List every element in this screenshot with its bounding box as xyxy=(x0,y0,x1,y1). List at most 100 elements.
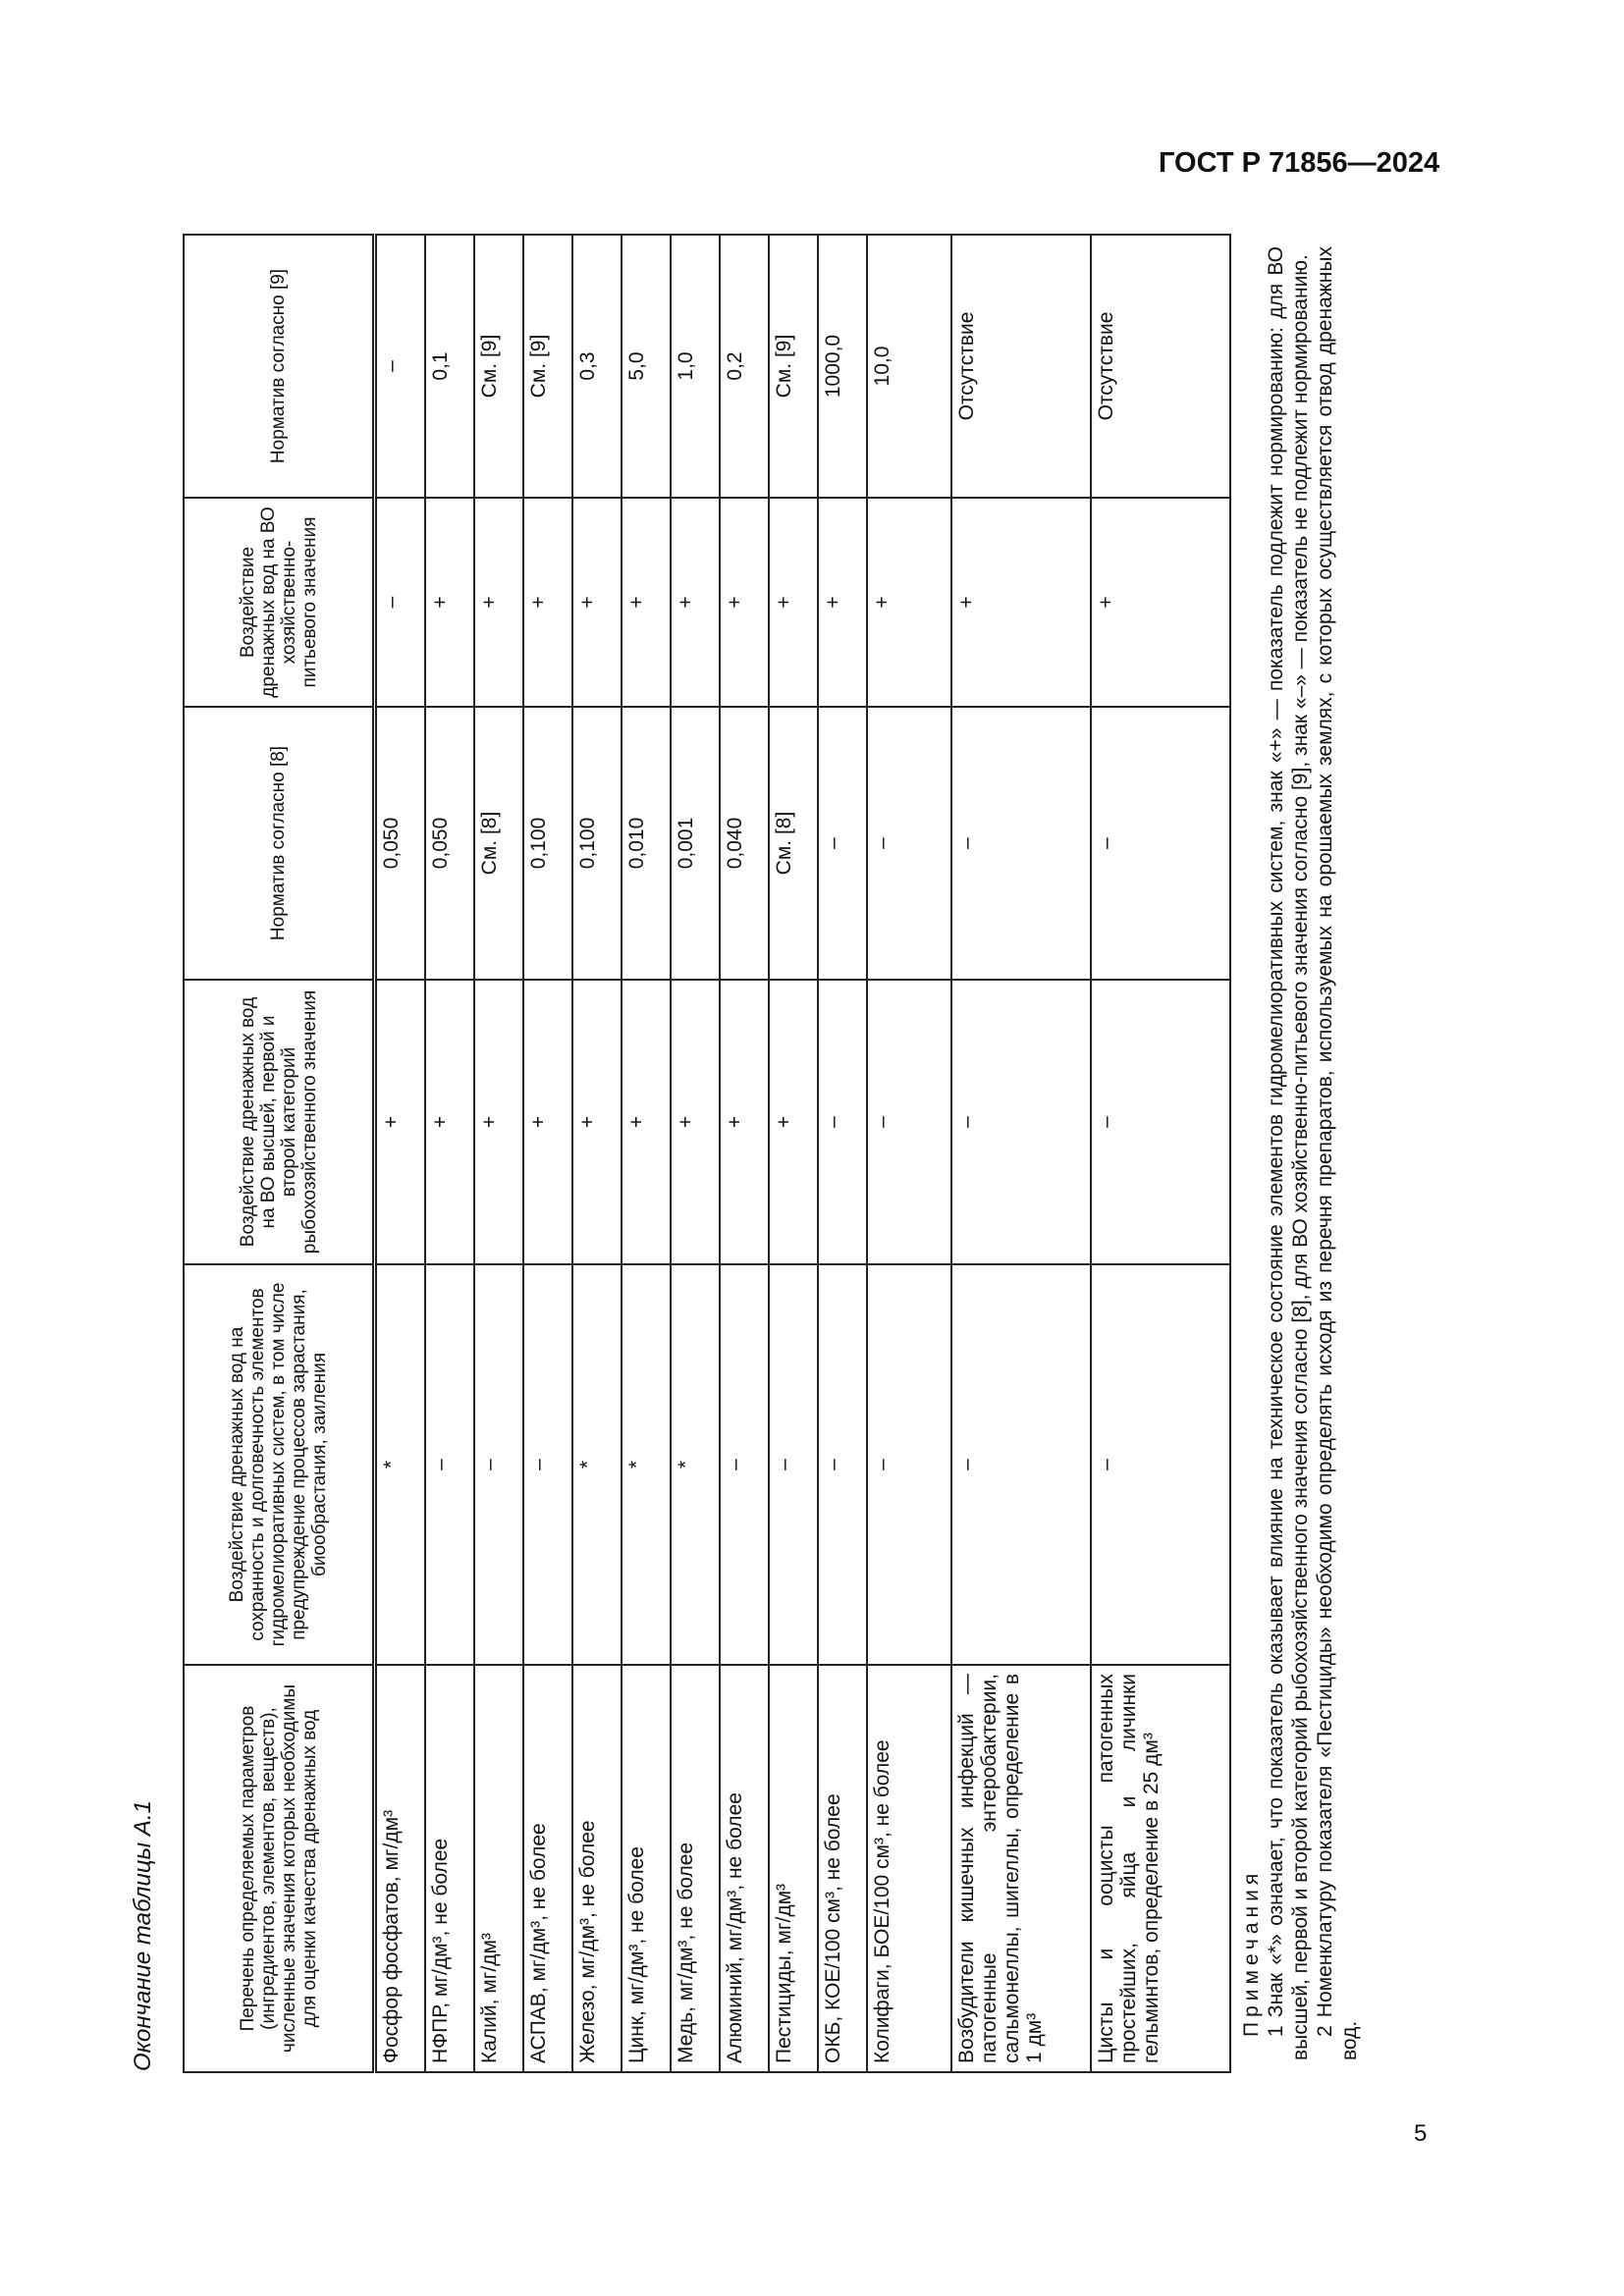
value-cell: См. [9] xyxy=(769,235,818,498)
value-cell: 0,1 xyxy=(425,235,474,498)
value-cell: 0,3 xyxy=(572,235,622,498)
table-row: Пестициды, мг/дм³ – + См. [8] + См. [9] xyxy=(769,235,818,2072)
value-cell: – xyxy=(1091,980,1230,1264)
value-cell: + xyxy=(474,980,523,1264)
value-cell: + xyxy=(818,498,867,707)
value-cell: – xyxy=(523,1264,572,1665)
parameter-name-cell: ОКБ, КОЕ/100 см³, не более xyxy=(818,1665,867,2072)
value-cell: + xyxy=(425,498,474,707)
value-cell: + xyxy=(622,498,671,707)
value-cell: 0,010 xyxy=(622,707,671,980)
value-cell: + xyxy=(951,498,1091,707)
rotated-table-block: Окончание таблицы А.1 Перечень определяе… xyxy=(116,234,1402,2073)
value-cell: Отсутствие xyxy=(951,235,1091,498)
value-cell: См. [9] xyxy=(523,235,572,498)
notes-heading: Примечания xyxy=(1240,1868,1263,2037)
value-cell: + xyxy=(1091,498,1230,707)
table-row: НФПР, мг/дм³, не более – +0,050 +0,1 xyxy=(425,235,474,2072)
parameter-name-cell: Цисты и ооцисты патогенных простейших, я… xyxy=(1091,1665,1230,2072)
value-cell: + xyxy=(572,498,622,707)
value-cell: 5,0 xyxy=(622,235,671,498)
notes-row: Примечания 1 Знак «*» означает, что пока… xyxy=(1230,235,1370,2072)
table-row: Колифаги, БОЕ/100 см³, не более – – – +10,0 xyxy=(867,235,951,2072)
parameter-name-cell: Медь, мг/дм³, не более xyxy=(671,1665,720,2072)
value-cell: – xyxy=(951,1264,1091,1665)
value-cell: См. [9] xyxy=(474,235,523,498)
table-caption: Окончание таблицы А.1 xyxy=(130,1800,156,2071)
value-cell: + xyxy=(671,498,720,707)
value-cell: – xyxy=(769,1264,818,1665)
table-row: Алюминий, мг/дм³, не более – +0,040 +0,2 xyxy=(720,235,769,2072)
value-cell: Отсутствие xyxy=(1091,235,1230,498)
value-cell: 0,040 xyxy=(720,707,769,980)
value-cell: См. [8] xyxy=(474,707,523,980)
value-cell: + xyxy=(720,498,769,707)
table-row: Калий, мг/дм³ – + См. [8] + См. [9] xyxy=(474,235,523,2072)
value-cell: 0,2 xyxy=(720,235,769,498)
parameter-name-cell: НФПР, мг/дм³, не более xyxy=(425,1665,474,2072)
value-cell: + xyxy=(523,980,572,1264)
column-header: Норматив согласно [9] xyxy=(184,235,375,498)
value-cell: – xyxy=(818,1264,867,1665)
table-row: Возбудители кишечных инфекций — патогенн… xyxy=(951,235,1091,2072)
value-cell: – xyxy=(867,707,951,980)
value-cell: – xyxy=(425,1264,474,1665)
parameter-name-cell: Пестициды, мг/дм³ xyxy=(769,1665,818,2072)
value-cell: * xyxy=(572,1264,622,1665)
table-row: Фосфор фосфатов, мг/дм³ * +0,050– – xyxy=(374,235,425,2072)
value-cell: 1000,0 xyxy=(818,235,867,498)
value-cell: – xyxy=(720,1264,769,1665)
note-item: 2 Номенклатуру показателя «Пестициды» не… xyxy=(1314,246,1361,2060)
value-cell: – xyxy=(474,1264,523,1665)
value-cell: + xyxy=(425,980,474,1264)
value-cell: – xyxy=(374,235,425,498)
value-cell: 0,100 xyxy=(572,707,622,980)
norms-table: Перечень определяемых параметров (ингред… xyxy=(183,234,1370,2073)
page-number: 5 xyxy=(1414,2120,1428,2147)
value-cell: 0,050 xyxy=(425,707,474,980)
parameter-name-cell: Фосфор фосфатов, мг/дм³ xyxy=(374,1665,425,2072)
value-cell: – xyxy=(1091,707,1230,980)
table-row: Цисты и ооцисты патогенных простейших, я… xyxy=(1091,235,1230,2072)
value-cell: * xyxy=(374,1264,425,1665)
table-row: АСПАВ, мг/дм³, не более – +0,100 + См. [9] xyxy=(523,235,572,2072)
value-cell: + xyxy=(720,980,769,1264)
value-cell: См. [8] xyxy=(769,707,818,980)
value-cell: – xyxy=(374,498,425,707)
value-cell: + xyxy=(374,980,425,1264)
column-header: Перечень определяемых параметров (ингред… xyxy=(184,1665,375,2072)
value-cell: + xyxy=(769,980,818,1264)
column-header: Воздействие дренажных вод на сохранность… xyxy=(184,1264,375,1665)
value-cell: 10,0 xyxy=(867,235,951,498)
parameter-name-cell: Калий, мг/дм³ xyxy=(474,1665,523,2072)
column-header: Воздействие дренажных вод на ВО высшей, … xyxy=(184,980,375,1264)
column-header: Норматив согласно [8] xyxy=(184,707,375,980)
value-cell: * xyxy=(622,1264,671,1665)
value-cell: – xyxy=(867,1264,951,1665)
table-header-row: Перечень определяемых параметров (ингред… xyxy=(184,235,375,2072)
value-cell: + xyxy=(474,498,523,707)
value-cell: + xyxy=(671,980,720,1264)
column-header: Воздействие дренажных вод на ВО хозяйств… xyxy=(184,498,375,707)
note-item: 1 Знак «*» означает, что показатель оказ… xyxy=(1265,246,1312,2060)
value-cell: + xyxy=(769,498,818,707)
value-cell: 0,001 xyxy=(671,707,720,980)
parameter-name-cell: Железо, мг/дм³, не более xyxy=(572,1665,622,2072)
value-cell: – xyxy=(1091,1264,1230,1665)
document-id: ГОСТ Р 71856—2024 xyxy=(1159,147,1440,179)
parameter-name-cell: Возбудители кишечных инфекций — патогенн… xyxy=(951,1665,1091,2072)
value-cell: + xyxy=(572,980,622,1264)
value-cell: – xyxy=(951,980,1091,1264)
value-cell: + xyxy=(867,498,951,707)
table-row: ОКБ, КОЕ/100 см³, не более – – – +1000,0 xyxy=(818,235,867,2072)
table-row: Цинк, мг/дм³, не более * +0,010 +5,0 xyxy=(622,235,671,2072)
value-cell: – xyxy=(818,707,867,980)
value-cell: – xyxy=(818,980,867,1264)
parameter-name-cell: АСПАВ, мг/дм³, не более xyxy=(523,1665,572,2072)
parameter-name-cell: Цинк, мг/дм³, не более xyxy=(622,1665,671,2072)
table-row: Медь, мг/дм³, не более * +0,001 +1,0 xyxy=(671,235,720,2072)
notes: Примечания 1 Знак «*» означает, что пока… xyxy=(1230,235,1370,2072)
value-cell: 0,100 xyxy=(523,707,572,980)
value-cell: + xyxy=(622,980,671,1264)
value-cell: – xyxy=(867,980,951,1264)
